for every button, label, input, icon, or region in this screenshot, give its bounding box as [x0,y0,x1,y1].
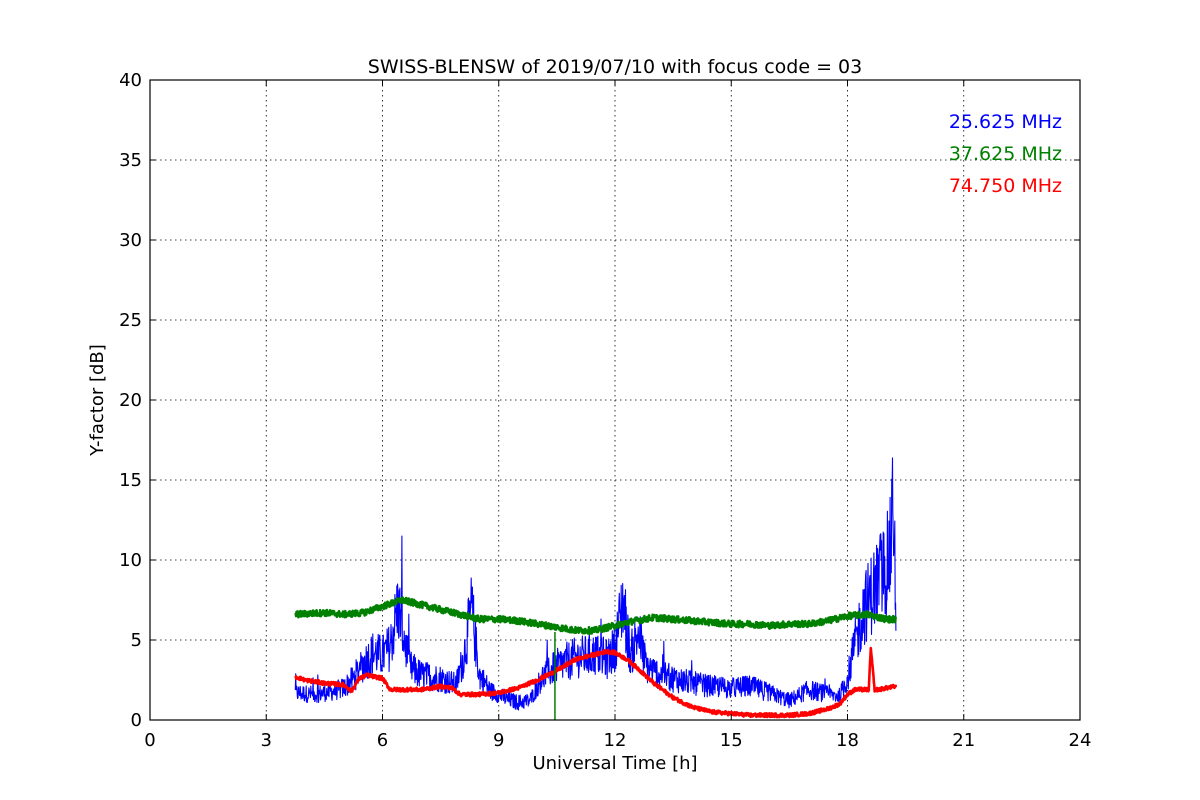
chart-title: SWISS-BLENSW of 2019/07/10 with focus co… [368,56,862,78]
legend-label-1: 37.625 MHz [949,143,1062,165]
grid [150,80,1080,720]
y-tick-label: 15 [119,470,142,491]
legend-label-2: 74.750 MHz [949,175,1062,197]
x-tick-label: 0 [144,730,155,751]
ticks [149,79,1081,721]
x-tick-label: 12 [604,730,627,751]
x-axis-title: Universal Time [h] [532,753,697,774]
y-tick-label: 20 [119,390,142,411]
series-line-2 [294,646,898,719]
y-tick-label: 10 [119,550,142,571]
y-tick-label: 30 [119,230,142,251]
series-line-1 [294,596,897,635]
tick-labels: 0 3 6 9 12 15 18 21 24 0 5 10 15 20 25 30 35 40 [119,70,1091,751]
y-tick-label: 5 [131,630,142,651]
y-tick-label: 35 [119,150,142,171]
x-tick-label: 18 [836,730,859,751]
y-axis-title: Y-factor [dB] [87,344,108,457]
y-tick-label: 0 [131,710,142,731]
x-tick-label: 24 [1069,730,1092,751]
series-layer [294,457,898,719]
x-tick-label: 9 [493,730,504,751]
series-line-0 [294,457,897,711]
x-tick-label: 21 [952,730,975,751]
legend-label-0: 25.625 MHz [949,111,1062,133]
x-tick-label: 15 [720,730,743,751]
x-tick-label: 6 [377,730,388,751]
y-tick-label: 40 [119,70,142,91]
legend: 25.625 MHz 37.625 MHz 74.750 MHz [949,111,1062,197]
y-tick-label: 25 [119,310,142,331]
x-tick-label: 3 [261,730,272,751]
